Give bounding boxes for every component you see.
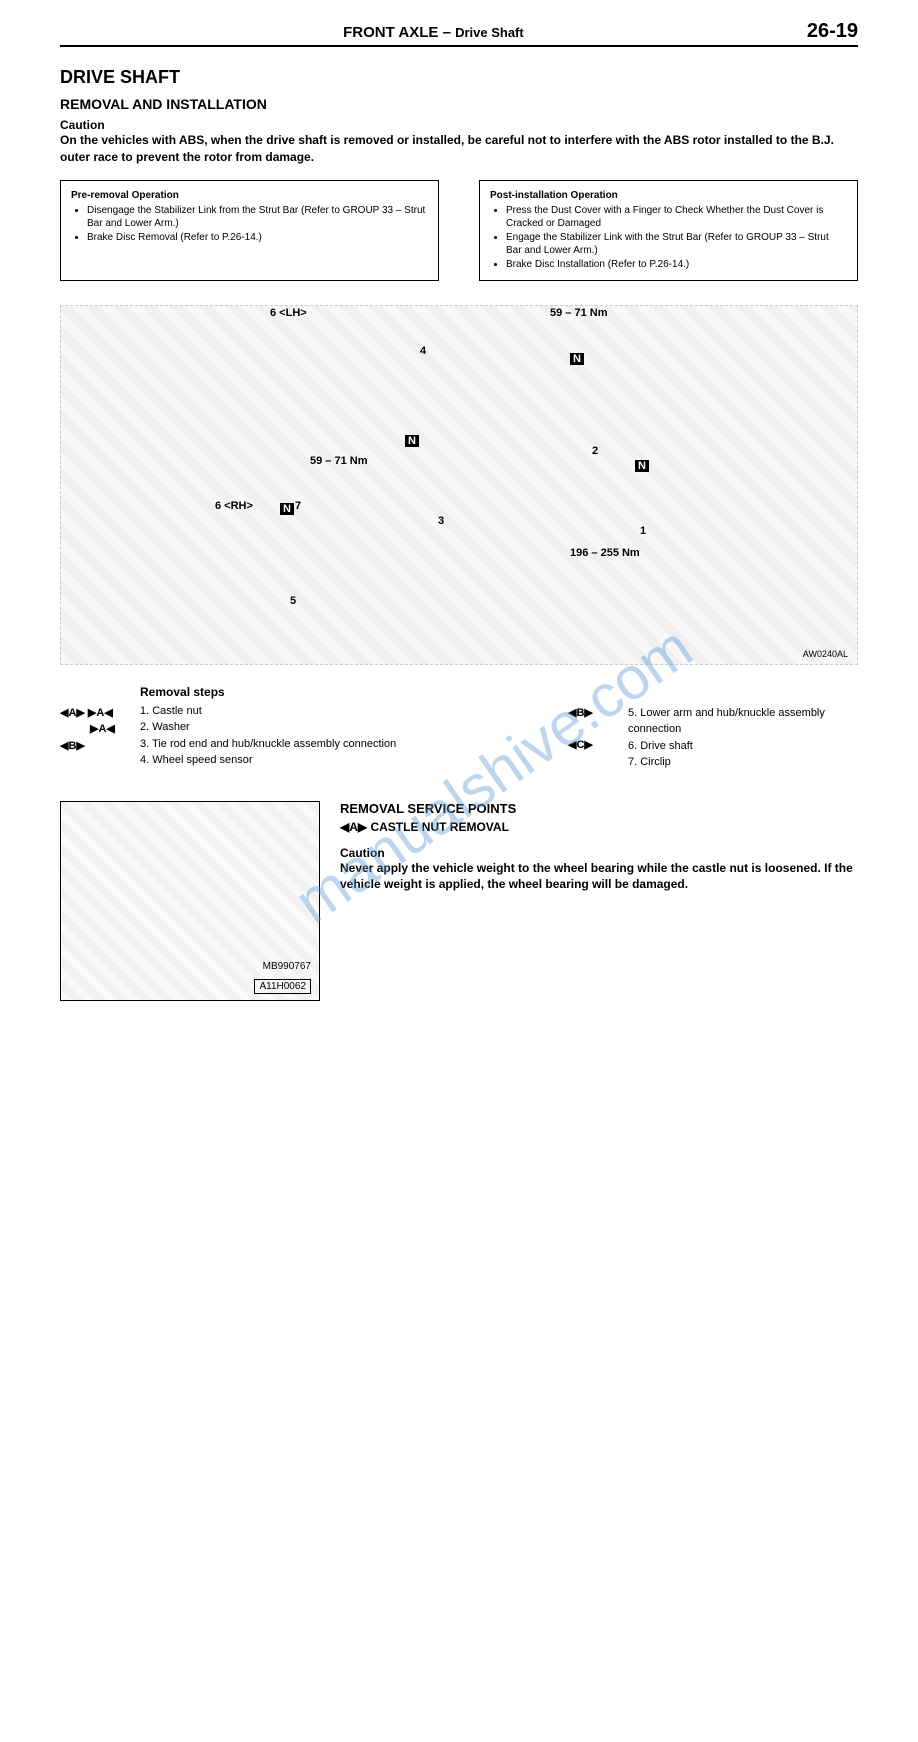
diagram-label-7: 7 xyxy=(295,500,301,512)
diagram-label-torque2: 59 – 71 Nm xyxy=(310,455,367,467)
service-subtitle-text: CASTLE NUT REMOVAL xyxy=(370,820,508,834)
diagram-label-2: 2 xyxy=(592,445,598,457)
header-dash: – xyxy=(443,24,456,41)
diagram-marker-n: N xyxy=(405,435,419,447)
removal-steps-title: Removal steps xyxy=(140,685,568,699)
service-caution-label: Caution xyxy=(340,846,858,860)
post-installation-box: Post-installation Operation Press the Du… xyxy=(479,180,858,281)
post-installation-item: Engage the Stabilizer Link with the Stru… xyxy=(506,231,847,257)
post-installation-item: Brake Disc Installation (Refer to P.26-1… xyxy=(506,258,847,271)
diagram-label-5: 5 xyxy=(290,595,296,607)
removal-markers-mid: ◀B▶ ◀C▶ xyxy=(568,685,628,771)
header-subsection: Drive Shaft xyxy=(455,25,524,40)
diagram-ref: AW0240AL xyxy=(803,649,848,659)
removal-step-item: 6. Drive shaft xyxy=(628,738,858,755)
subsection-title: REMOVAL AND INSTALLATION xyxy=(60,96,858,112)
diagram-label-4: 4 xyxy=(420,345,426,357)
removal-step-item: 1. Castle nut xyxy=(140,703,568,720)
diagram-label-rh: 6 <RH> xyxy=(215,500,253,512)
diagram-label-3: 3 xyxy=(438,515,444,527)
diagram-marker-n: N xyxy=(280,503,294,515)
section-title: DRIVE SHAFT xyxy=(60,67,858,88)
caution-text: On the vehicles with ABS, when the drive… xyxy=(60,132,858,166)
diagram-label-1: 1 xyxy=(640,525,646,537)
page-number: 26-19 xyxy=(807,20,858,43)
service-image-ref: A11H0062 xyxy=(254,979,311,994)
diagram-label-lh: 6 <LH> xyxy=(270,307,307,319)
removal-step-item: 2. Washer xyxy=(140,719,568,736)
caution-label: Caution xyxy=(60,118,858,132)
header-section: FRONT AXLE xyxy=(343,24,438,41)
removal-markers-left: ◀A▶ ▶A◀ ▶A◀ ◀B▶ xyxy=(60,685,140,771)
pre-removal-title: Pre-removal Operation xyxy=(71,189,428,202)
diagram-label-torque1: 59 – 71 Nm xyxy=(550,307,607,319)
post-installation-item: Press the Dust Cover with a Finger to Ch… xyxy=(506,204,847,230)
diagram-label-torque3: 196 – 255 Nm xyxy=(570,547,640,559)
pre-removal-item: Disengage the Stabilizer Link from the S… xyxy=(87,204,428,230)
pre-removal-item: Brake Disc Removal (Refer to P.26-14.) xyxy=(87,231,428,244)
removal-step-item: 5. Lower arm and hub/knuckle assembly co… xyxy=(628,705,858,738)
service-subtitle-marker: ◀A▶ xyxy=(340,820,367,834)
diagram-marker-n: N xyxy=(635,460,649,472)
removal-step-item: 3. Tie rod end and hub/knuckle assembly … xyxy=(140,736,568,753)
diagram-marker-n: N xyxy=(570,353,584,365)
pre-removal-box: Pre-removal Operation Disengage the Stab… xyxy=(60,180,439,281)
service-points-title: REMOVAL SERVICE POINTS xyxy=(340,801,858,816)
service-caution-text: Never apply the vehicle weight to the wh… xyxy=(340,860,858,894)
removal-step-item: 4. Wheel speed sensor xyxy=(140,752,568,769)
exploded-diagram: 6 <LH> 59 – 71 Nm 4 N 59 – 71 Nm N 2 N 6… xyxy=(60,305,858,665)
post-installation-title: Post-installation Operation xyxy=(490,189,847,202)
removal-step-item: 7. Circlip xyxy=(628,754,858,771)
service-image-tool-label: MB990767 xyxy=(263,961,311,972)
service-point-diagram: MB990767 A11H0062 xyxy=(60,801,320,1001)
